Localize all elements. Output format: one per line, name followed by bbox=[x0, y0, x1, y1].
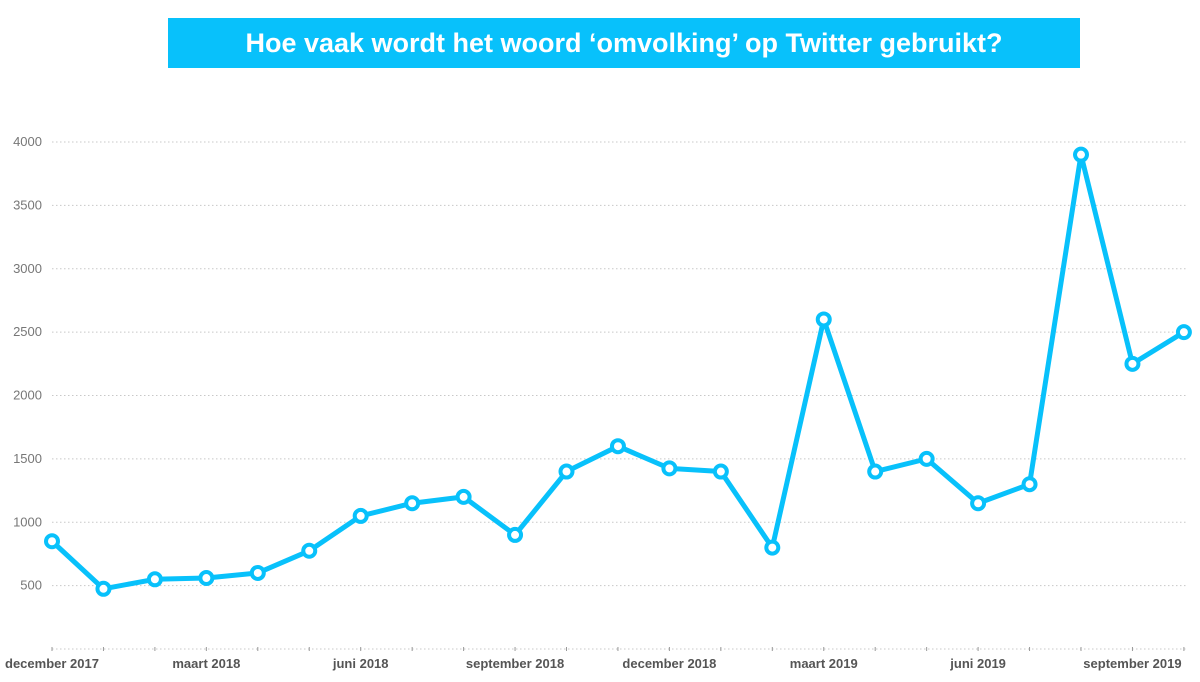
x-tick-label: september 2018 bbox=[466, 656, 564, 671]
data-point bbox=[352, 507, 369, 524]
data-point bbox=[1175, 324, 1192, 341]
data-point bbox=[609, 438, 626, 455]
y-tick-label: 1500 bbox=[13, 451, 42, 466]
data-point bbox=[507, 526, 524, 543]
data-point bbox=[198, 570, 215, 587]
y-tick-label: 3000 bbox=[13, 261, 42, 276]
data-point bbox=[1124, 355, 1141, 372]
y-tick-label: 4000 bbox=[13, 134, 42, 149]
x-tick-label: december 2018 bbox=[622, 656, 716, 671]
chart-title: Hoe vaak wordt het woord ‘omvolking’ op … bbox=[168, 18, 1080, 68]
y-tick-label: 500 bbox=[20, 578, 42, 593]
data-point bbox=[455, 488, 472, 505]
data-point bbox=[1073, 146, 1089, 163]
data-point bbox=[95, 580, 112, 597]
data-point bbox=[558, 463, 575, 480]
x-tick-label: maart 2018 bbox=[172, 656, 240, 671]
series-line bbox=[50, 152, 1186, 592]
data-point bbox=[815, 311, 832, 328]
data-point bbox=[44, 533, 60, 550]
data-point bbox=[661, 460, 678, 477]
y-tick-label: 3500 bbox=[13, 197, 42, 212]
data-point bbox=[712, 463, 729, 480]
x-tick-label: september 2019 bbox=[1083, 656, 1181, 671]
data-point bbox=[970, 495, 987, 512]
data-point bbox=[918, 450, 935, 467]
data-point bbox=[404, 495, 421, 512]
data-point bbox=[301, 542, 318, 559]
data-point bbox=[867, 463, 884, 480]
x-tick-label: juni 2018 bbox=[332, 656, 389, 671]
data-point bbox=[764, 539, 781, 556]
x-tick-label: maart 2019 bbox=[790, 656, 858, 671]
x-tick-label: december 2017 bbox=[5, 656, 99, 671]
x-tick-label: juni 2019 bbox=[949, 656, 1006, 671]
y-tick-label: 2000 bbox=[13, 388, 42, 403]
data-point bbox=[1021, 476, 1038, 493]
data-point bbox=[249, 564, 266, 581]
data-point bbox=[146, 571, 163, 588]
y-tick-label: 2500 bbox=[13, 324, 42, 339]
y-tick-label: 1000 bbox=[13, 514, 42, 529]
